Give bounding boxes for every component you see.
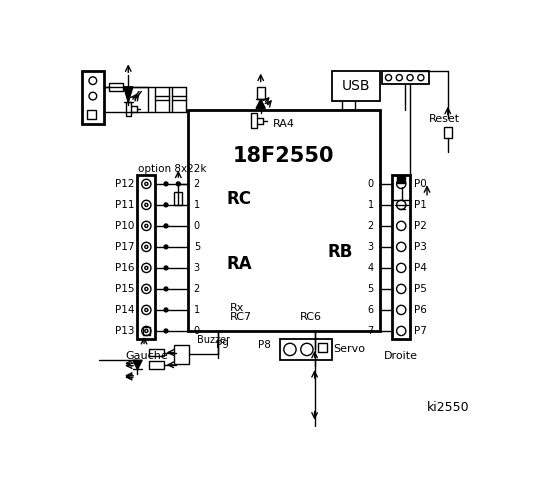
Text: 7: 7 [368,326,374,336]
Circle shape [164,203,168,207]
Text: Buzzer: Buzzer [197,335,230,345]
Text: P1: P1 [414,200,427,210]
Bar [332,72,380,101]
Text: Gauche: Gauche [125,350,168,360]
Text: P8: P8 [258,340,271,350]
Circle shape [164,266,168,270]
Text: 6: 6 [368,305,374,315]
Text: P14: P14 [115,305,134,315]
Text: 0: 0 [194,326,200,336]
Text: P15: P15 [115,284,134,294]
Bar [398,175,405,183]
Bar [82,72,103,124]
Text: 5: 5 [368,284,374,294]
Circle shape [164,245,168,249]
Circle shape [164,308,168,312]
Text: P10: P10 [115,221,134,231]
Text: ki2550: ki2550 [426,401,469,414]
Circle shape [164,287,168,291]
Text: 3: 3 [368,242,374,252]
Bar [252,113,257,129]
Text: Rx: Rx [230,303,244,313]
Text: P2: P2 [414,221,427,231]
Text: 2: 2 [368,221,374,231]
Bar [87,110,96,119]
Polygon shape [124,87,133,102]
Text: 3: 3 [194,263,200,273]
Text: P0: P0 [414,179,427,189]
Text: 1: 1 [194,305,200,315]
Text: P16: P16 [115,263,134,273]
Text: 1: 1 [194,200,200,210]
Circle shape [164,329,168,333]
Text: P9: P9 [216,340,228,350]
Bar [126,102,131,116]
Text: RB: RB [328,243,353,262]
Text: option 8x22k: option 8x22k [138,164,206,174]
Bar [138,175,155,339]
Text: P5: P5 [414,284,427,294]
Text: P11: P11 [115,200,134,210]
Text: 18F2550: 18F2550 [233,146,335,166]
Circle shape [164,224,168,228]
Bar [109,83,123,91]
Text: 5: 5 [194,242,200,252]
Text: P13: P13 [115,326,134,336]
Text: 2: 2 [194,179,200,189]
Text: RA: RA [226,255,252,273]
Polygon shape [256,99,265,108]
Text: RC6: RC6 [300,312,322,322]
Bar [187,110,380,331]
Text: Reset: Reset [429,114,460,124]
Text: P12: P12 [115,179,134,189]
Text: RA4: RA4 [273,119,295,129]
Text: 1: 1 [368,200,374,210]
Bar [393,175,410,339]
Circle shape [176,182,180,186]
Circle shape [164,182,168,186]
Text: P3: P3 [414,242,427,252]
Bar [444,127,452,138]
Bar [174,345,189,364]
Bar [257,87,264,99]
Bar [382,72,429,84]
Bar [319,343,327,352]
Text: P17: P17 [115,242,134,252]
Bar [149,361,164,369]
Text: P6: P6 [414,305,427,315]
Text: RC: RC [226,190,251,207]
Text: 0: 0 [194,221,200,231]
Text: 4: 4 [368,263,374,273]
Bar [280,339,332,360]
Text: USB: USB [342,79,371,93]
Bar [143,327,150,335]
Text: 0: 0 [368,179,374,189]
Text: Droite: Droite [384,350,418,360]
Text: P4: P4 [414,263,427,273]
Text: P7: P7 [414,326,427,336]
Bar [174,192,182,204]
Text: RC7: RC7 [230,312,252,322]
Polygon shape [133,360,142,370]
Text: Servo: Servo [333,345,365,354]
Bar [149,348,164,356]
Text: 2: 2 [194,284,200,294]
